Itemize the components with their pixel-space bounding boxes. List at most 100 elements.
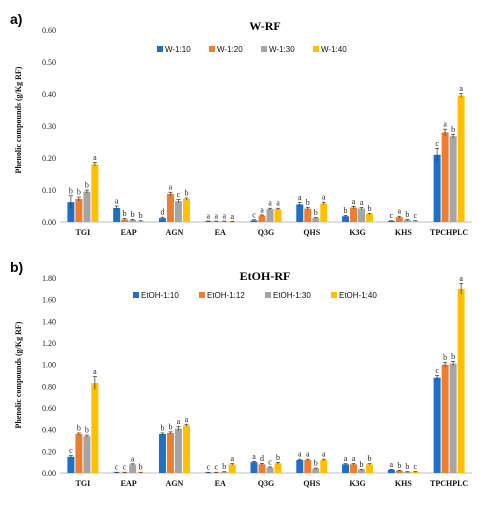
panel-a-significance-letter: b [85, 181, 89, 190]
panel-a-bar [320, 203, 328, 222]
panel-b-significance-letter: b [139, 463, 143, 472]
panel-b-bar [228, 464, 236, 473]
panel-a-significance-letter: a [298, 193, 302, 202]
panel-a-significance-letter: b [184, 189, 188, 198]
panel-b-significance-letter: b [168, 422, 172, 431]
panel-b-significance-letter: b [160, 423, 164, 432]
panel-b-title: EtOH-RF [240, 269, 291, 283]
panel-a-bar [366, 214, 374, 222]
panel-b-category-label: TGI [76, 479, 91, 488]
panel-a-legend-swatch [313, 46, 319, 52]
panel-b-bar [113, 472, 121, 474]
panel-a-bar [457, 95, 465, 222]
panel-a-y-tick-label: 0.10 [42, 186, 56, 195]
panel-a-category-label: QHS [303, 228, 320, 237]
panel-a-significance-letter: b [368, 204, 372, 213]
panel-b-bar [304, 460, 312, 473]
panel-b-significance-letter: b [443, 353, 447, 362]
panel-a-significance-letter: a [230, 212, 234, 221]
panel-a-significance-letter: a [268, 199, 272, 208]
panel-a-legend-swatch [261, 46, 267, 52]
panel-a-bar [387, 221, 395, 222]
panel-a-significance-letter: a [206, 212, 210, 221]
panel-a-legend-swatch [209, 46, 215, 52]
panel-a-y-tick-label: 0.00 [42, 218, 56, 227]
panel-a-significance-letter: b [306, 198, 310, 207]
panel-b-y-tick-label: 0.40 [42, 426, 56, 435]
panel-a-significance-letter: b [314, 208, 318, 217]
panel-a-significance-letter: a [115, 197, 119, 206]
panel-a-category-label: TPCHPLC [430, 228, 468, 237]
panel-a-bar [258, 215, 266, 222]
panel-b-significance-letter: b [77, 423, 81, 432]
panel-b-significance-letter: c [115, 463, 119, 472]
panel-a-legend-label: W-1:10 [165, 45, 191, 54]
panel-a-category-label: Q3G [258, 228, 274, 237]
panel-a-bar [83, 191, 91, 222]
panel-b-bar [212, 472, 220, 474]
panel-a-significance-letter: b [451, 125, 455, 134]
panel-b-y-tick-label: 0.60 [42, 404, 56, 413]
panel-b-bar [250, 462, 258, 473]
panel-b-bar [395, 470, 403, 473]
panel-a-bar [158, 218, 166, 222]
panel-b-legend-label: EtOH-1:30 [273, 291, 311, 300]
panel-b-category-label: TPCHPLC [430, 479, 468, 488]
panel-a-bar [182, 198, 190, 222]
panel-b-significance-letter: a [177, 417, 181, 426]
panel-a-significance-letter: a [322, 193, 326, 202]
panel-b-category-label: KHS [395, 479, 412, 488]
panel-b-category-label: QHS [303, 479, 320, 488]
panel-b-bar [121, 472, 129, 474]
panel-a-legend-label: W-1:20 [217, 45, 243, 54]
panel-a-category-label: TGI [76, 228, 91, 237]
panel-b-bar [220, 471, 228, 473]
panel-a-significance-letter: a [214, 212, 218, 221]
panel-a-significance-letter: c [177, 190, 181, 199]
panel-b-category-label: K3G [349, 479, 365, 488]
panel-b-bar [387, 469, 395, 473]
panel-b-bar [433, 377, 441, 473]
panel-a-bar [166, 193, 174, 222]
panel-a-legend-label: W-1:40 [321, 45, 347, 54]
panel-b-category-label: Q3G [258, 479, 274, 488]
panel-a-significance-letter: a [459, 84, 463, 93]
panel-a-y-tick-label: 0.20 [42, 154, 56, 163]
panel-a-bar [174, 201, 182, 222]
panel-b-bar [67, 456, 75, 473]
panel-a-significance-letter: a [93, 153, 97, 162]
panel-b-legend-swatch [199, 292, 205, 298]
panel-a-category-label: AGN [166, 228, 184, 237]
panel-a-label: a) [10, 11, 22, 27]
panel-b-bar [366, 464, 374, 473]
panel-a-bar [411, 221, 419, 222]
panel-b-legend-label: EtOH-1:40 [339, 291, 377, 300]
panel-a-bar [441, 132, 449, 222]
panel-a-y-axis-label: Phenolic compounds (g/Kg RF) [14, 66, 23, 173]
panel-b-bar [320, 460, 328, 473]
panel-b-plot: 0.00 0.20 0.40 0.60 0.80 1.00 1.20 1.40 1.60 1.80… [42, 274, 472, 488]
panel-a-category-label: EAP [121, 228, 137, 237]
panel-b-significance-letter: c [206, 463, 210, 472]
panel-b-significance-letter: a [93, 367, 97, 376]
panel-b-significance-letter: b [222, 462, 226, 471]
panel-b-significance-letter: a [322, 450, 326, 459]
panel-a-bar [266, 209, 274, 222]
panel-a-legend-swatch [157, 46, 163, 52]
panel-b-significance-letter: a [459, 274, 463, 283]
panel-b-significance-letter: a [352, 454, 356, 463]
panel-a-bar [75, 198, 83, 222]
panel-a-significance-letter: b [77, 188, 81, 197]
panel-b-bar [83, 436, 91, 473]
panel-b-bar [457, 288, 465, 473]
panel-b-significance-letter: b [360, 460, 364, 469]
panel-b-significance-letter: a [185, 415, 189, 424]
panel-a-significance-letter: a [443, 120, 447, 129]
panel-b-bar [182, 425, 190, 473]
panel-a-y-tick-label: 0.40 [42, 90, 56, 99]
panel-b-significance-letter: c [123, 463, 127, 472]
panel-a-significance-letter: c [390, 211, 394, 220]
panel-b-bar [274, 463, 282, 473]
panel-b-bar [166, 432, 174, 473]
panel-a-bar [350, 207, 358, 222]
